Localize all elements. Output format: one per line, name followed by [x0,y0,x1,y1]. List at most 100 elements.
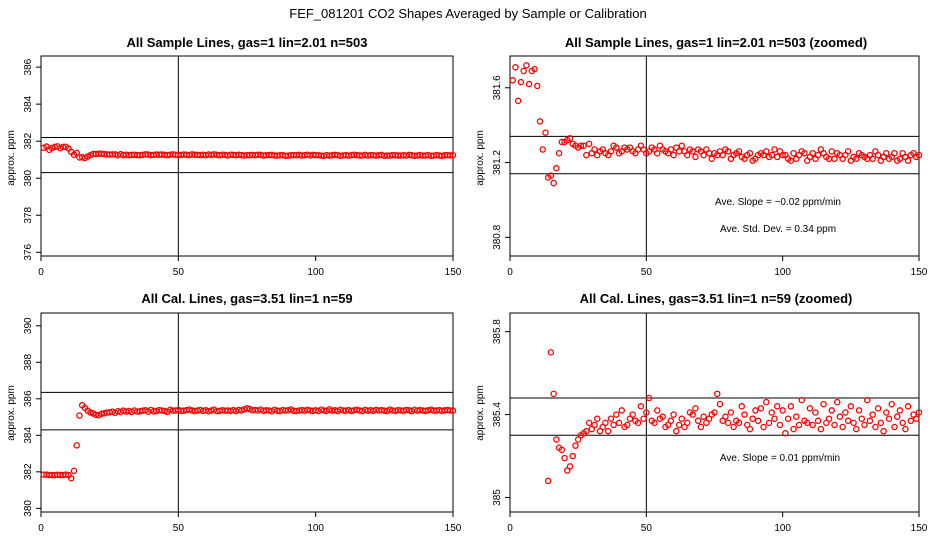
data-point [833,398,841,406]
data-point [76,412,83,419]
y-tick-label: 386 [23,58,34,75]
data-point [850,419,857,427]
data-point [610,421,617,429]
data-point [779,407,786,414]
data-point [618,407,626,414]
y-tick-label: 376 [23,244,34,261]
x-tick-label: 150 [445,267,462,278]
data-point [749,415,756,422]
x-tick-label: 50 [641,523,653,534]
data-point [773,153,781,161]
data-point [855,407,863,414]
data-point [727,409,735,416]
data-point [70,467,78,475]
y-tick-label: 385.4 [492,402,503,427]
data-point [885,415,893,422]
data-point [760,423,767,431]
data-point [697,423,705,431]
y-tick-label: 382 [23,132,34,149]
data-point [880,427,887,435]
data-point [722,413,729,420]
data-point [768,409,776,416]
x-tick-label: 100 [774,523,791,534]
data-point [643,409,650,416]
data-point [572,442,579,449]
data-point [746,149,754,157]
data-point [798,396,806,404]
data-point [449,152,457,159]
data-point [73,149,80,157]
y-tick-label: 385.8 [492,319,503,344]
panel-sample-lines: All Sample Lines, gas=1 lin=2.01 n=503 a… [6,35,462,278]
data-point [724,148,732,155]
data-point [514,97,522,105]
data-point [872,423,879,431]
data-point [692,153,699,161]
data-point [683,419,691,427]
y-axis-label: approx. ppm [6,385,17,441]
data-point [793,413,800,420]
data-point [711,409,718,416]
data-point [62,471,69,478]
data-point [904,157,912,164]
data-point [861,421,868,429]
plot-frame [40,312,454,513]
y-tick-label: 380.8 [492,224,503,249]
y-tick-label: 385 [492,489,503,506]
data-point [913,415,920,422]
data-point [637,403,645,410]
data-point [447,152,454,159]
data-point [607,148,615,155]
data-point [536,118,544,125]
y-tick-label: 382 [23,463,34,480]
data-point [700,413,707,420]
data-point [651,419,658,427]
data-point [891,149,898,157]
y-tick-label: 384 [23,427,34,444]
data-point [523,62,530,69]
data-point [896,155,904,163]
data-point [602,419,609,427]
data-point [449,407,457,414]
data-point [59,143,67,151]
data-point [534,82,541,90]
data-point [678,142,686,149]
y-tick-label: 378 [23,206,34,223]
x-tick-label: 0 [507,267,513,278]
data-point [673,427,680,435]
y-tick-label: 381.6 [492,75,503,100]
y-tick-label: 380 [23,169,34,186]
annotation-ave-slope: Ave. Slope = 0.01 ppm/min [720,453,840,464]
data-point [67,474,75,482]
data-point [667,417,675,425]
annotation-ave-std-dev: Ave. Std. Dev. = 0.34 ppm [720,224,836,235]
data-point [542,129,549,136]
data-point [771,146,778,153]
data-point [874,151,882,159]
data-point [694,417,702,425]
data-point [591,146,598,153]
data-point [795,421,803,429]
data-point [869,155,876,163]
data-point [678,415,686,422]
data-point [812,409,819,416]
data-point [738,403,746,410]
data-point [730,423,737,431]
data-point [763,398,770,406]
x-tick-label: 150 [445,523,462,534]
data-point [809,149,816,157]
data-point [817,425,825,433]
data-point [814,151,822,159]
data-point [719,151,726,159]
data-point [746,425,754,433]
data-point [806,405,814,412]
data-point [902,425,909,433]
data-point [716,400,724,408]
panel-cal-lines: All Cal. Lines, gas=3.51 lin=1 n=59 appr… [6,291,462,534]
data-point [580,142,587,149]
data-point [645,394,653,402]
data-point [520,67,527,75]
data-point [653,149,661,157]
data-point [512,63,519,71]
panel-cal-lines-zoomed: All Cal. Lines, gas=3.51 lin=1 n=59 (zoo… [475,291,928,534]
